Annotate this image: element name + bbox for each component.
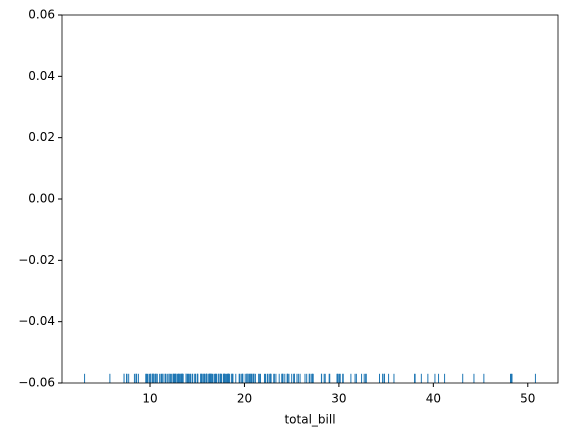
x-tick-label: 40 bbox=[426, 392, 441, 406]
x-axis-label: total_bill bbox=[284, 413, 335, 427]
y-tick-label: −0.02 bbox=[18, 253, 55, 267]
y-tick-label: −0.04 bbox=[18, 314, 55, 328]
x-tick-label: 10 bbox=[142, 392, 157, 406]
x-tick-label: 50 bbox=[520, 392, 535, 406]
y-tick-label: 0.04 bbox=[28, 69, 55, 83]
y-tick-label: 0.02 bbox=[28, 130, 55, 144]
x-tick-label: 30 bbox=[331, 392, 346, 406]
y-tick-label: 0.00 bbox=[28, 192, 55, 206]
x-tick-label: 20 bbox=[237, 392, 252, 406]
plot-frame bbox=[61, 14, 559, 384]
y-tick-label: 0.06 bbox=[28, 8, 55, 22]
y-tick-label: −0.06 bbox=[18, 376, 55, 390]
